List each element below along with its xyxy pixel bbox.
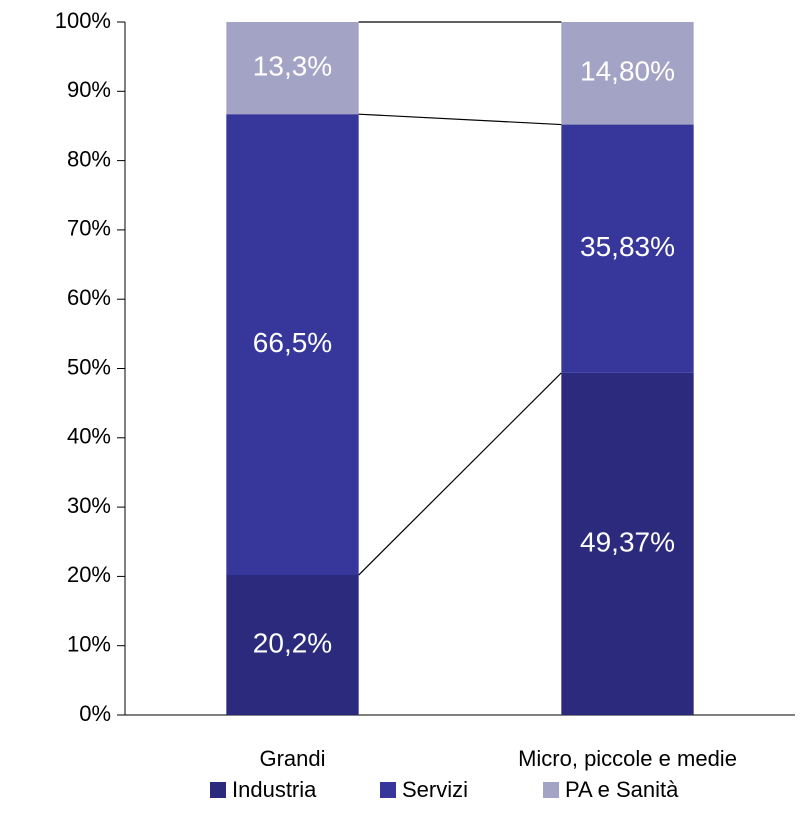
bar-segment	[226, 22, 359, 115]
x-tick-label: Grandi	[259, 746, 325, 771]
series-line	[358, 372, 562, 576]
bar-segment	[561, 124, 694, 373]
y-tick-label: 50%	[67, 354, 111, 379]
legend-label: Servizi	[402, 777, 468, 802]
y-tick-label: 90%	[67, 77, 111, 102]
y-tick-label: 10%	[67, 632, 111, 657]
y-tick-label: 60%	[67, 285, 111, 310]
legend-swatch	[543, 782, 559, 798]
data-label: 49,37%	[580, 526, 675, 557]
bar-segment	[226, 114, 359, 576]
legend-label: PA e Sanità	[565, 777, 679, 802]
bar-segment	[561, 22, 694, 125]
legend-swatch	[380, 782, 396, 798]
legend-label: Industria	[232, 777, 317, 802]
data-label: 66,5%	[253, 327, 332, 358]
y-tick-label: 20%	[67, 562, 111, 587]
y-tick-label: 30%	[67, 493, 111, 518]
y-tick-label: 100%	[55, 8, 111, 33]
legend-swatch	[210, 782, 226, 798]
bar-segment	[226, 575, 359, 715]
series-line	[358, 113, 562, 126]
y-tick-label: 0%	[79, 701, 111, 726]
y-tick-label: 80%	[67, 146, 111, 171]
x-tick-label: Micro, piccole e medie	[518, 746, 737, 771]
data-label: 13,3%	[253, 50, 332, 81]
data-label: 20,2%	[253, 627, 332, 658]
data-label: 14,80%	[580, 56, 675, 87]
y-tick-label: 70%	[67, 216, 111, 241]
bar-segment	[561, 372, 694, 715]
y-tick-label: 40%	[67, 424, 111, 449]
data-label: 35,83%	[580, 231, 675, 262]
